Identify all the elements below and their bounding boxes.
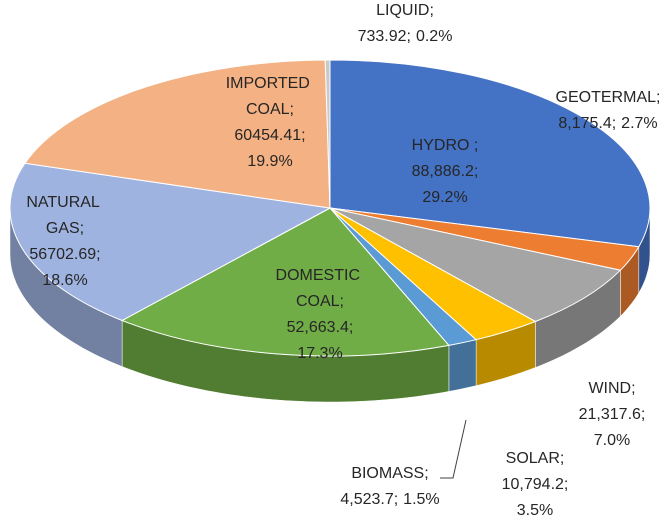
- category-label: BIOMASS;: [351, 465, 428, 482]
- category-label: LIQUID;: [376, 2, 434, 19]
- slice: [329, 59, 651, 248]
- category-label: DOMESTIC COAL;: [276, 267, 365, 310]
- percent-label: 17.3%: [297, 345, 342, 362]
- category-label: SOLAR;: [506, 450, 565, 467]
- slice: [120, 207, 450, 357]
- value-label: 733.92;: [358, 28, 411, 45]
- category-label: WIND;: [588, 380, 635, 397]
- value-label: 56702.69;: [29, 246, 100, 263]
- data-label: 8,175.4; 2.7%: [558, 115, 657, 132]
- value-label: 10,794.2;: [502, 476, 569, 493]
- percent-label: 18.6%: [42, 272, 87, 289]
- value-label: 52,663.4;: [287, 319, 354, 336]
- percent-label: 2.7%: [621, 115, 657, 132]
- percent-label: 3.5%: [517, 502, 553, 519]
- value-label: 60454.41;: [234, 127, 305, 144]
- value-label: 88,886.2;: [412, 163, 479, 180]
- slice: [24, 59, 331, 209]
- percent-label: 0.2%: [416, 28, 452, 45]
- data-label: 4,523.7; 1.5%: [340, 491, 439, 508]
- value-label: 21,317.6;: [579, 406, 646, 423]
- slice: [324, 59, 331, 209]
- percent-label: 19.9%: [247, 153, 292, 170]
- category-label: NATURAL GAS;: [26, 194, 103, 237]
- slice: [9, 162, 332, 322]
- slice-side: [448, 339, 477, 392]
- category-label: GEOTERMAL;: [556, 89, 661, 106]
- category-label: IMPORTED COAL;: [226, 75, 315, 118]
- data-label: 733.92; 0.2%: [358, 28, 453, 45]
- slice: [329, 207, 622, 323]
- category-label: HYDRO ;: [412, 137, 479, 154]
- percent-label: 7.0%: [594, 432, 630, 449]
- percent-label: 1.5%: [403, 491, 439, 508]
- leader-line: [440, 419, 467, 479]
- percent-label: 29.2%: [422, 189, 467, 206]
- value-label: 4,523.7;: [340, 491, 398, 508]
- value-label: 8,175.4;: [558, 115, 616, 132]
